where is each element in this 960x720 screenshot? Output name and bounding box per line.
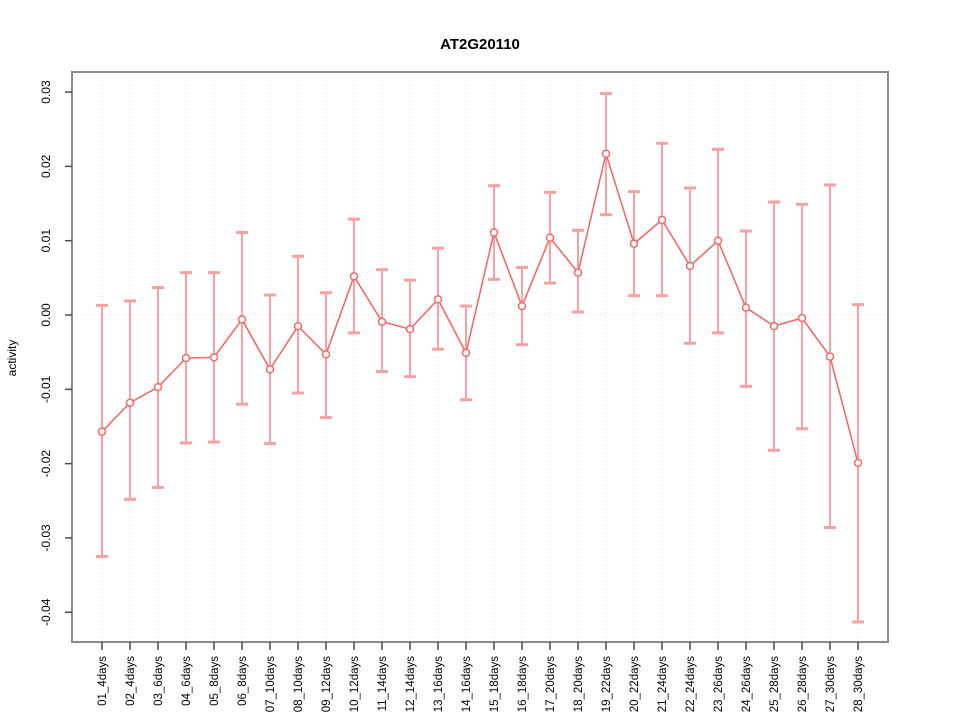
data-point-marker <box>713 236 723 245</box>
y-tick-label: -0.04 <box>39 598 53 626</box>
data-point-marker <box>853 458 863 468</box>
x-tick-label: 28_30days <box>853 656 865 713</box>
x-tick-label: 22_24days <box>685 656 697 713</box>
data-point-marker <box>349 272 359 281</box>
data-point-marker <box>797 313 807 323</box>
x-tick-label: 18_20days <box>573 656 585 713</box>
data-point-marker <box>321 350 331 359</box>
x-tick-label: 26_28days <box>797 656 809 713</box>
x-tick-label: 17_20days <box>545 656 557 713</box>
data-point-marker <box>461 348 471 358</box>
data-point-marker <box>685 261 695 271</box>
data-point-marker <box>741 303 751 312</box>
x-tick-label: 09_12days <box>321 656 333 713</box>
x-tick-label: 24_26days <box>741 656 753 713</box>
x-tick-label: 11_14days <box>377 656 389 712</box>
y-tick-label: 0.00 <box>39 303 53 327</box>
data-point-marker <box>405 324 415 334</box>
data-point-marker <box>377 317 387 326</box>
x-tick-label: 27_30days <box>825 656 837 713</box>
x-tick-label: 04_6days <box>181 656 193 706</box>
x-tick-label: 19_22days <box>601 656 613 713</box>
x-tick-label: 14_16days <box>461 656 473 713</box>
y-tick-label: 0.01 <box>39 229 53 253</box>
x-tick-label: 03_6days <box>153 656 165 706</box>
data-point-marker <box>573 268 583 277</box>
data-point-marker <box>433 295 443 304</box>
data-point-marker <box>97 427 107 436</box>
x-tick-label: 16_18days <box>517 656 529 713</box>
x-tick-label: 10_12days <box>349 656 361 713</box>
x-tick-label: 20_22days <box>629 656 641 713</box>
data-point-marker <box>517 301 527 311</box>
x-tick-label: 08_10days <box>293 656 305 713</box>
y-tick-label: -0.02 <box>39 450 53 478</box>
x-tick-label: 21_24days <box>657 656 669 713</box>
x-tick-label: 15_18days <box>489 656 501 713</box>
x-tick-label: 02_4days <box>125 656 137 706</box>
y-tick-label: -0.01 <box>39 375 53 403</box>
x-tick-label: 13_16days <box>433 656 445 713</box>
data-point-marker <box>629 239 639 248</box>
chart-title: AT2G20110 <box>440 36 520 53</box>
data-point-marker <box>657 215 667 225</box>
data-point-marker <box>209 353 219 362</box>
x-tick-label: 23_26days <box>713 656 725 713</box>
x-tick-label: 12_14days <box>405 656 417 713</box>
series-line <box>101 150 859 464</box>
x-tick-label: 01_4days <box>97 656 109 706</box>
x-tick-label: 25_28days <box>769 656 781 713</box>
data-point-marker <box>237 315 247 324</box>
data-point-marker <box>265 365 275 374</box>
data-point-marker <box>181 353 191 363</box>
x-tick-label: 06_8days <box>237 656 249 706</box>
x-tick-label: 07_10days <box>265 656 277 713</box>
data-point-marker <box>601 149 611 158</box>
y-tick-label: 0.03 <box>39 80 53 104</box>
data-point-marker <box>769 321 779 331</box>
plot-box <box>71 71 889 643</box>
data-point-marker <box>125 398 135 407</box>
data-point-marker <box>293 321 303 331</box>
data-point-marker <box>825 352 835 361</box>
data-point-marker <box>545 233 555 242</box>
data-point-marker <box>153 382 163 392</box>
y-tick-label: 0.02 <box>39 154 53 178</box>
x-tick-label: 05_8days <box>209 656 221 706</box>
data-point-marker <box>489 228 499 237</box>
y-tick-label: -0.03 <box>39 524 53 552</box>
